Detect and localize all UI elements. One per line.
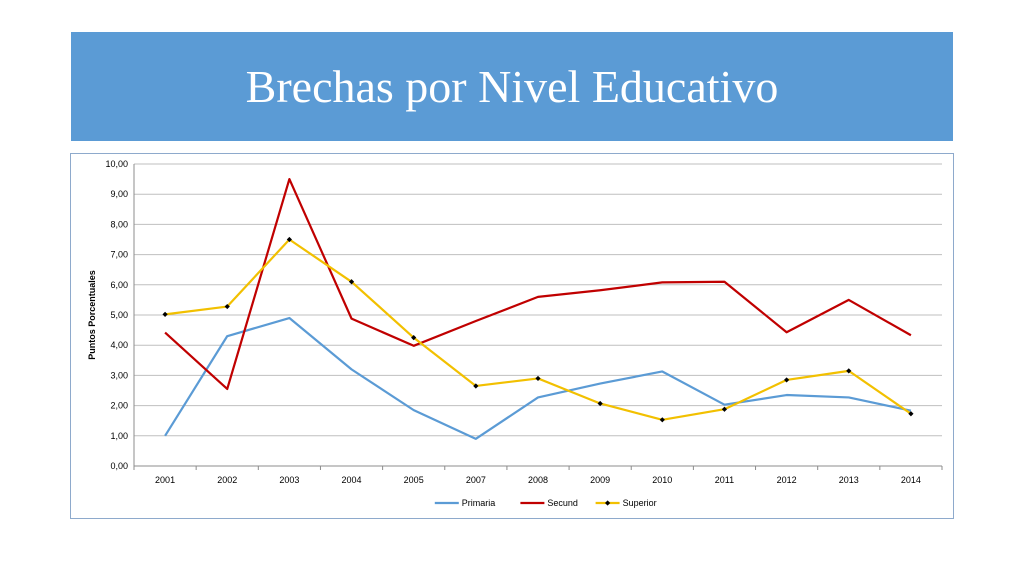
y-tick-label: 8,00	[110, 219, 128, 229]
x-tick-label: 2001	[155, 475, 175, 485]
legend-label-superior: Superior	[623, 498, 657, 508]
title-banner: Brechas por Nivel Educativo	[71, 32, 953, 141]
y-tick-label: 1,00	[110, 431, 128, 441]
y-tick-label: 7,00	[110, 250, 128, 260]
y-tick-label: 0,00	[110, 461, 128, 471]
data-point-superior	[473, 383, 479, 389]
y-tick-label: 3,00	[110, 370, 128, 380]
x-tick-label: 2009	[590, 475, 610, 485]
page-title: Brechas por Nivel Educativo	[245, 61, 779, 112]
y-tick-label: 6,00	[110, 280, 128, 290]
x-tick-label: 2008	[528, 475, 548, 485]
x-tick-label: 2002	[217, 475, 237, 485]
data-point-superior	[659, 417, 665, 423]
x-tick-label: 2004	[342, 475, 362, 485]
x-tick-label: 2011	[715, 475, 734, 485]
series-line-superior	[164, 238, 912, 421]
data-point-superior	[224, 303, 230, 310]
line-chart: 0,00 1,00 2,00 3,00 4,00 5,00 6,00 7,00 8,00 9,00…	[87, 159, 943, 508]
data-point-superior	[162, 311, 168, 317]
x-tick-label: 2010	[652, 475, 672, 485]
x-tick-label: 2003	[279, 475, 299, 485]
legend-label-primaria: Primaria	[462, 498, 496, 508]
y-tick-label: 5,00	[110, 310, 128, 320]
x-tick-label: 2007	[466, 475, 486, 485]
y-tick-label: 4,00	[110, 340, 128, 350]
data-point-superior	[784, 377, 790, 383]
x-tick-label: 2005	[404, 475, 424, 485]
y-tick-label: 10,00	[105, 159, 128, 169]
x-tick-label: 2013	[839, 475, 859, 485]
x-tick-label: 2012	[777, 475, 797, 485]
chart-frame: 0,00 1,00 2,00 3,00 4,00 5,00 6,00 7,00 8,00 9,00…	[70, 153, 954, 519]
series-line-secund	[164, 178, 912, 391]
x-tick-label: 2014	[901, 475, 921, 485]
data-point-superior	[286, 236, 292, 243]
y-tick-label: 2,00	[110, 401, 128, 411]
data-point-superior	[908, 411, 914, 417]
data-point-superior	[846, 368, 852, 374]
series-line-primaria	[164, 316, 912, 440]
y-tick-label: 9,00	[110, 189, 128, 199]
data-point-superior	[721, 406, 728, 412]
legend-marker-superior	[605, 500, 611, 506]
y-axis-label: Puntos Porcentuales	[87, 270, 97, 360]
legend-label-secund: Secund	[547, 498, 578, 508]
